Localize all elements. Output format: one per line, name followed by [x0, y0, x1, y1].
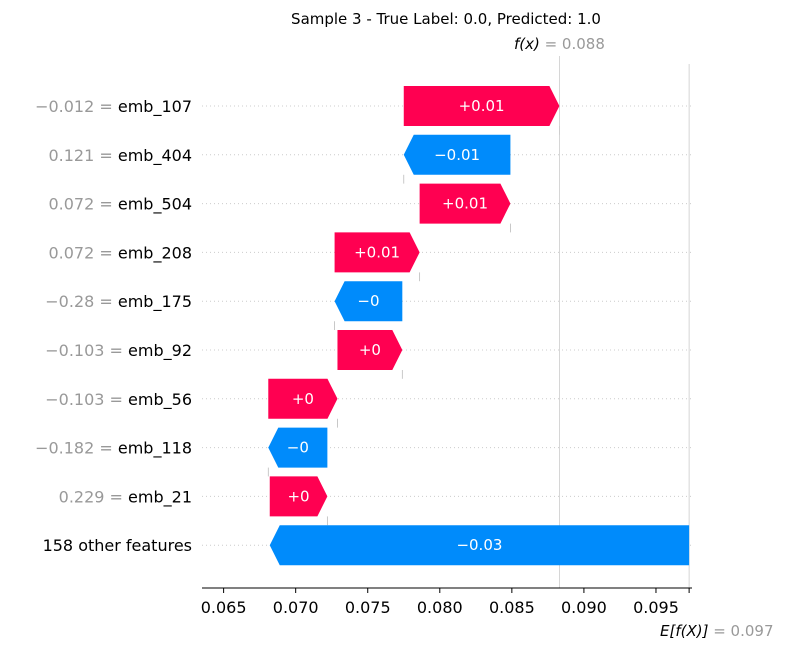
bar-label: +0.01 — [459, 97, 505, 115]
feature-value: −0.182 = — [35, 439, 118, 458]
waterfall-bar — [403, 134, 511, 175]
x-tick-label: 0.070 — [273, 598, 319, 617]
fx-name: f(x) — [514, 35, 540, 53]
feature-name: emb_107 — [118, 97, 192, 117]
efx-value: = 0.097 — [708, 622, 773, 640]
feature-value: −0.103 = — [45, 390, 128, 409]
y-axis-labels: −0.012 = emb_107 0.121 = emb_404 0.072 = e… — [35, 97, 192, 555]
feature-name: 158 other features — [43, 536, 192, 555]
feature-name: emb_92 — [128, 341, 192, 361]
bar-label: −0 — [357, 292, 379, 310]
bars: +0.01 −0.01 +0.01 +0.01 −0 +0 +0 −0 +0 −0.03 — [268, 86, 690, 566]
feature-label: 158 other features — [43, 536, 192, 555]
feature-label: −0.182 = emb_118 — [35, 439, 192, 459]
feature-label: 0.072 = emb_504 — [48, 195, 192, 215]
x-axis: 0.065 0.070 0.075 0.080 0.085 0.090 0.095 — [201, 587, 692, 617]
feature-value: 0.072 = — [48, 195, 117, 214]
bar-label: +0 — [292, 390, 314, 408]
x-tick-label: 0.085 — [489, 598, 535, 617]
waterfall-bar — [337, 330, 403, 370]
waterfall-bar — [403, 86, 560, 126]
fx-value: = 0.088 — [540, 35, 605, 53]
waterfall-bar — [268, 378, 338, 419]
waterfall-bar — [269, 525, 690, 566]
x-tick-label: 0.095 — [633, 598, 679, 617]
x-tick-label: 0.090 — [561, 598, 607, 617]
feature-value: 0.121 = — [48, 146, 117, 165]
waterfall-bar — [268, 427, 328, 468]
feature-label: −0.103 = emb_56 — [45, 390, 192, 410]
fx-label: f(x) = 0.088 — [514, 35, 605, 53]
feature-name: emb_404 — [118, 146, 192, 166]
waterfall-bar — [334, 281, 403, 322]
feature-name: emb_118 — [118, 439, 192, 459]
waterfall-bar — [334, 232, 420, 273]
feature-name: emb_21 — [128, 487, 192, 507]
x-tick-label: 0.075 — [345, 598, 391, 617]
feature-value: 0.072 = — [48, 243, 117, 262]
waterfall-bar — [419, 183, 511, 224]
reference-lines — [267, 56, 690, 588]
bar-label: −0 — [287, 439, 309, 457]
feature-label: 0.229 = emb_21 — [59, 487, 192, 507]
bar-label: −0.03 — [456, 536, 502, 554]
bar-label: +0.01 — [354, 243, 400, 261]
feature-label: 0.121 = emb_404 — [48, 146, 192, 166]
bar-label: +0 — [287, 487, 309, 505]
feature-label: −0.012 = emb_107 — [35, 97, 192, 117]
feature-value: −0.012 = — [35, 97, 118, 116]
feature-name: emb_56 — [128, 390, 192, 410]
efx-name: E[f(X)] — [660, 622, 709, 640]
fx-text: f(x) = 0.088 — [514, 35, 605, 53]
feature-label: −0.103 = emb_92 — [45, 341, 192, 361]
feature-value: 0.229 = — [59, 487, 128, 506]
feature-value: −0.28 = — [45, 292, 118, 311]
x-tick-label: 0.080 — [417, 598, 463, 617]
feature-name: emb_208 — [118, 243, 192, 263]
bar-label: +0 — [359, 341, 381, 359]
feature-label: 0.072 = emb_208 — [48, 243, 192, 263]
feature-name: emb_504 — [118, 195, 192, 215]
efx-text: E[f(X)] = 0.097 — [660, 622, 774, 640]
efx-label: E[f(X)] = 0.097 — [660, 622, 774, 640]
waterfall-bar — [269, 476, 328, 517]
bar-label: −0.01 — [434, 146, 480, 164]
chart-title: Sample 3 - True Label: 0.0, Predicted: 1… — [291, 10, 601, 28]
feature-value: −0.103 = — [45, 341, 128, 360]
x-tick-label: 0.065 — [201, 598, 247, 617]
feature-name: emb_175 — [118, 292, 192, 312]
bar-label: +0.01 — [442, 195, 488, 213]
feature-label: −0.28 = emb_175 — [45, 292, 192, 312]
